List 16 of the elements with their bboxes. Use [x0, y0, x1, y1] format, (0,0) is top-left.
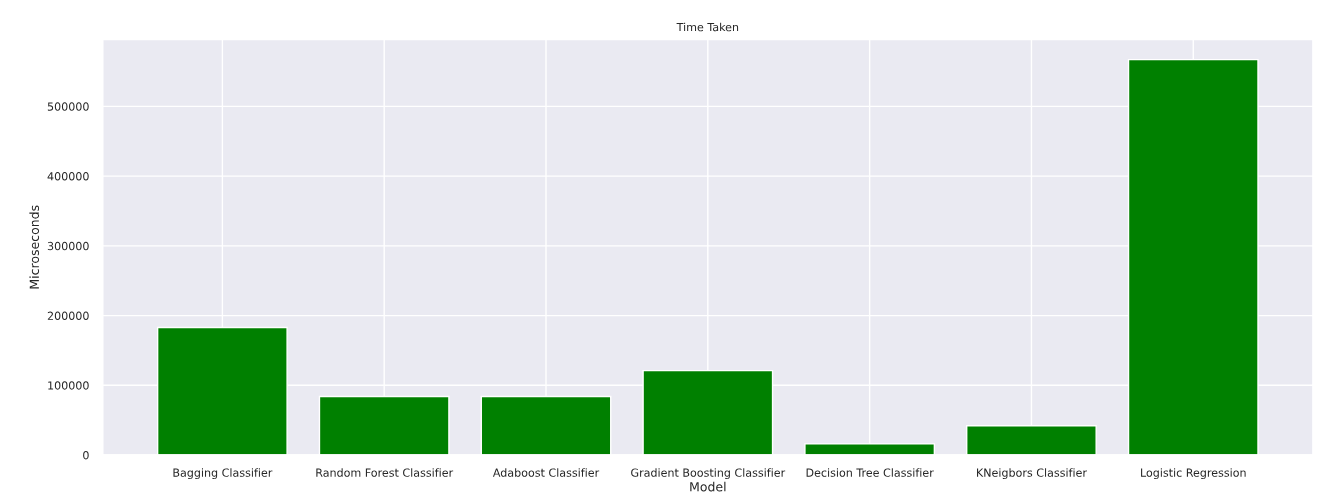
- y-tick-label: 0: [83, 451, 89, 460]
- x-tick-label: Bagging Classifier: [173, 468, 273, 479]
- x-axis-title: Model: [690, 481, 726, 492]
- x-tick-label: Adaboost Classifier: [492, 468, 600, 477]
- y-tick-label: 300000: [47, 241, 89, 251]
- x-tick-label: Gradient Boosting Classifier: [631, 468, 786, 479]
- y-tick-label: 200000: [47, 311, 89, 320]
- chart-title: Time Taken: [676, 22, 739, 32]
- x-tick-label: KNeigbors Classifier: [977, 468, 1087, 479]
- y-axis-title: Microseconds: [29, 205, 40, 289]
- x-tick-label: Random Forest Classifier: [316, 468, 454, 477]
- y-tick-label: 400000: [47, 172, 89, 181]
- x-tick-label: Logistic Regression: [1141, 468, 1246, 479]
- x-tick-label: Decision Tree Classifier: [806, 468, 934, 477]
- y-tick-label: 500000: [47, 102, 89, 111]
- y-tick-label: 100000: [48, 381, 89, 390]
